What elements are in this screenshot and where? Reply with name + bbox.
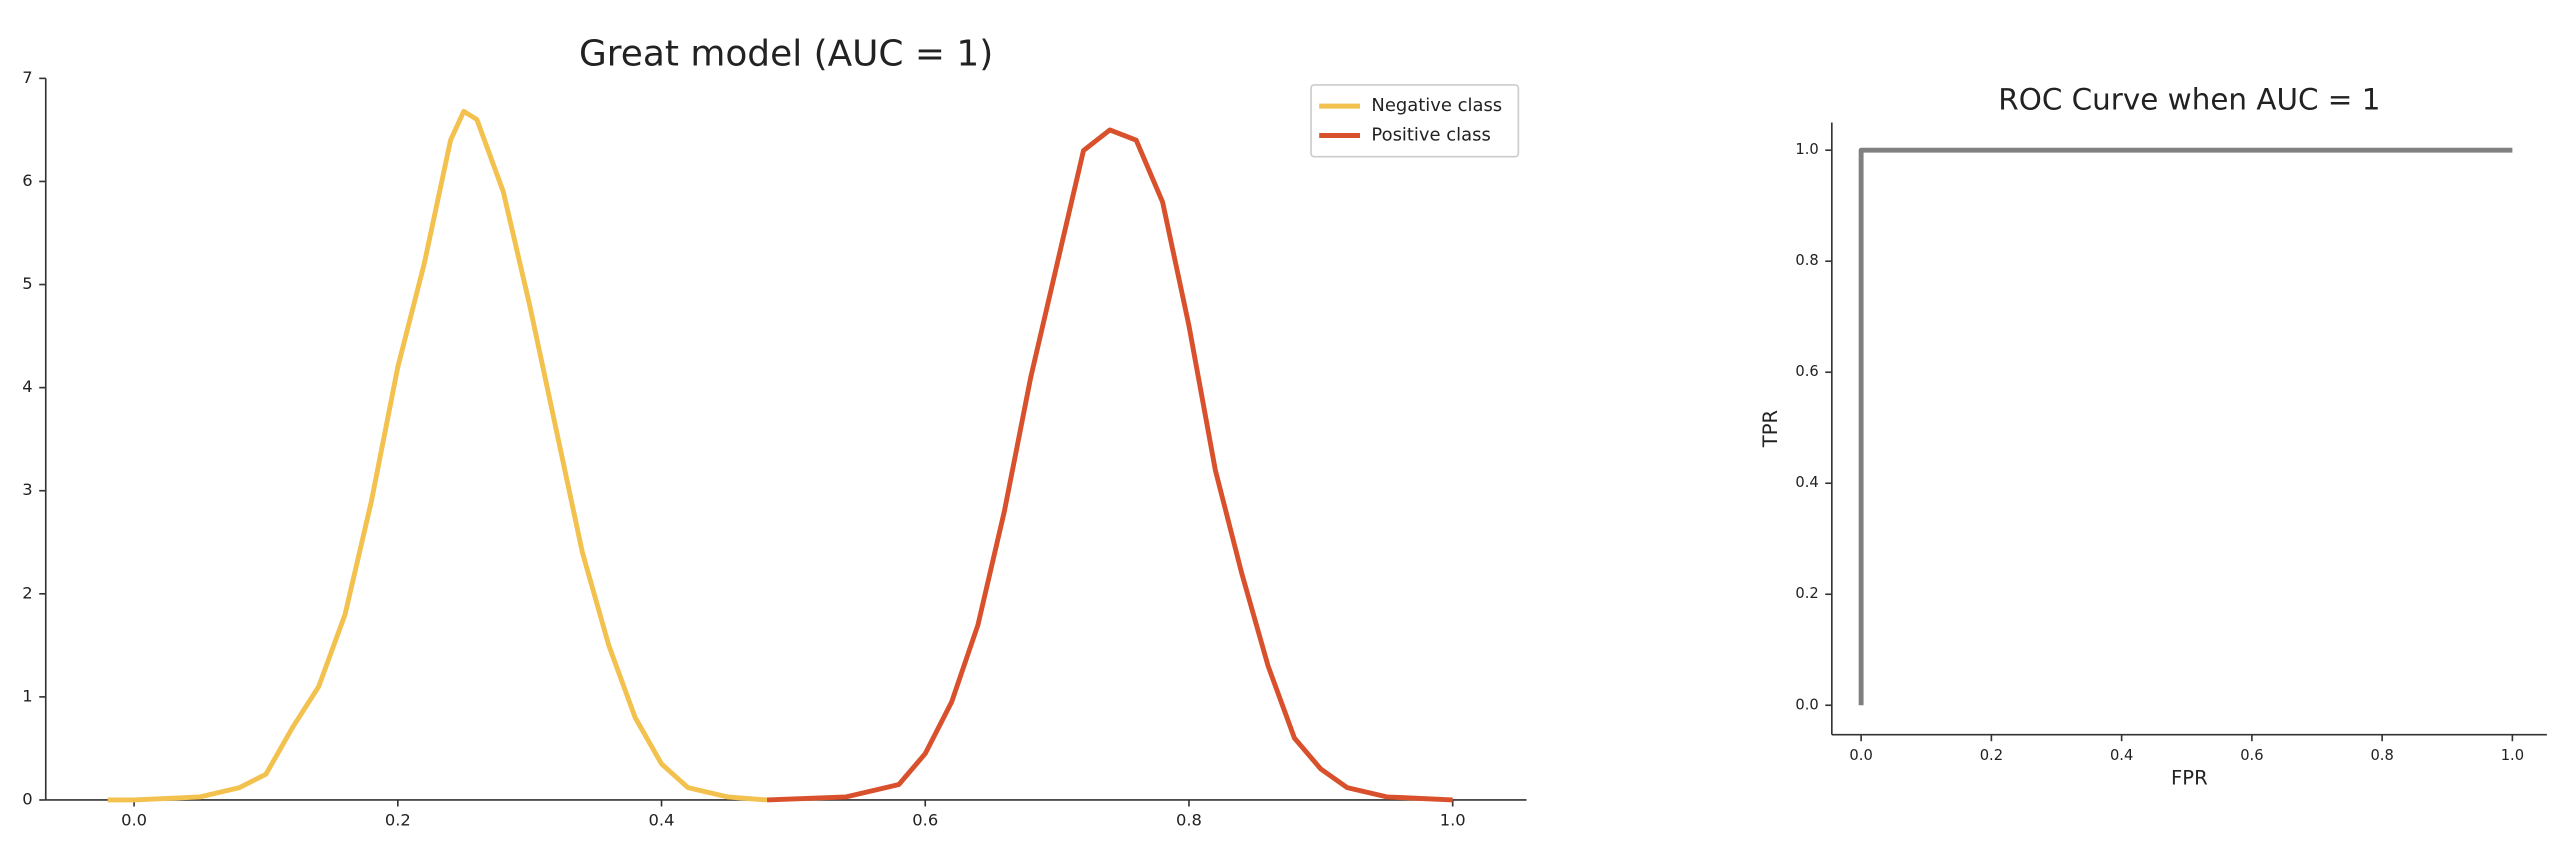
y-tick-label: 3	[22, 480, 32, 499]
y-tick-label: 5	[22, 274, 32, 293]
y-tick-label: 0.6	[1795, 363, 1818, 380]
y-tick-label: 0.4	[1795, 474, 1818, 491]
legend-box	[1310, 84, 1520, 158]
x-tick-label: 0.0	[121, 811, 147, 830]
y-tick-label: 1	[22, 686, 32, 705]
x-tick-label: 0.2	[385, 811, 411, 830]
y-tick-label: 6	[22, 171, 32, 190]
y-tick-label: 0.8	[1795, 252, 1818, 269]
chart-title: Great model (AUC = 1)	[579, 34, 993, 75]
chart-title: ROC Curve when AUC = 1	[1998, 83, 2380, 117]
legend-label: Negative class	[1371, 95, 1502, 116]
y-tick-label: 0	[22, 789, 32, 808]
x-tick-label: 0.8	[1176, 811, 1202, 830]
x-tick-label: 1.0	[2501, 747, 2524, 764]
y-tick-label: 0.2	[1795, 585, 1818, 602]
x-tick-label: 0.8	[2370, 747, 2393, 764]
line-series	[107, 108, 768, 803]
x-tick-label: 0.0	[1849, 747, 1872, 764]
y-tick-label: 1.0	[1795, 141, 1818, 158]
y-tick-label: 0.0	[1795, 696, 1818, 713]
y-tick-label: 4	[22, 377, 32, 396]
line-series	[766, 127, 1453, 803]
y-tick-label: 2	[22, 583, 32, 602]
x-tick-label: 1.0	[1440, 811, 1466, 830]
x-tick-label: 0.4	[2110, 747, 2133, 764]
line-series	[1858, 147, 2513, 706]
x-tick-label: 0.6	[912, 811, 938, 830]
x-tick-label: 0.4	[649, 811, 675, 830]
legend-label: Positive class	[1371, 125, 1490, 146]
y-tick-label: 7	[22, 68, 32, 87]
x-axis-label: FPR	[2171, 766, 2208, 789]
y-axis-label: TPR	[1759, 409, 1782, 448]
x-tick-label: 0.6	[2240, 747, 2263, 764]
x-tick-label: 0.2	[1980, 747, 2003, 764]
